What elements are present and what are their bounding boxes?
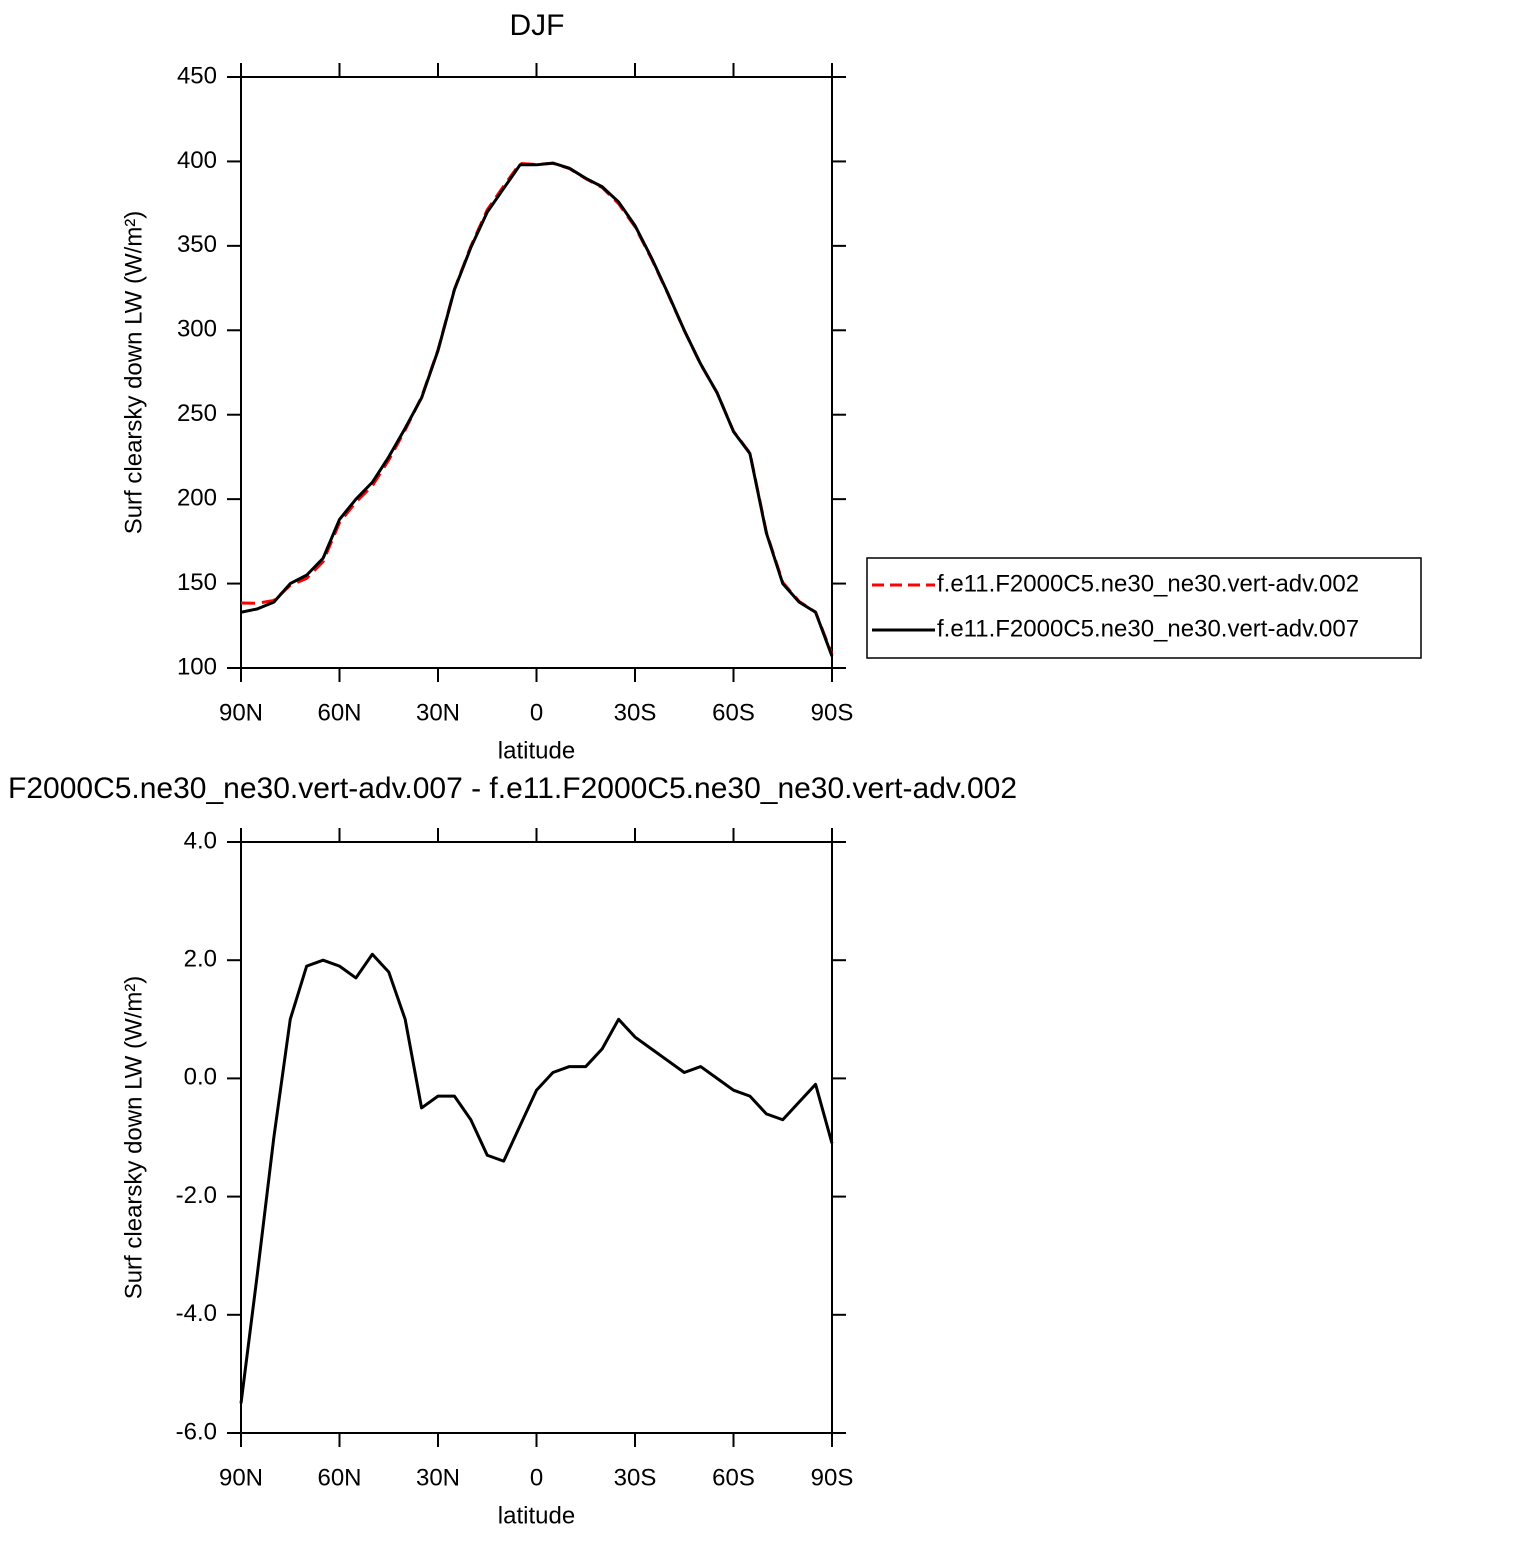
x-tick-label: 30S [614, 699, 657, 726]
x-tick-label: 90N [219, 699, 263, 726]
y-tick-label: -6.0 [176, 1418, 217, 1445]
chart-title: DJF [510, 9, 565, 42]
y-tick-label: 350 [177, 231, 217, 258]
x-tick-label: 30N [416, 1464, 460, 1491]
x-tick-label: 0 [530, 1464, 543, 1491]
x-tick-label: 90S [811, 699, 854, 726]
x-tick-label: 60N [317, 1464, 361, 1491]
chart-title: F2000C5.ne30_ne30.vert-adv.007 - f.e11.F… [8, 772, 1017, 805]
y-tick-label: 400 [177, 147, 217, 174]
legend-text: f.e11.F2000C5.ne30_ne30.vert-adv.007 [937, 615, 1359, 642]
y-tick-label: 450 [177, 62, 217, 89]
plot-frame [240, 76, 833, 669]
series-line [240, 161, 834, 655]
x-tick-label: 30S [614, 1464, 657, 1491]
y-axis-label: Surf clearsky down LW (W/m²) [120, 211, 147, 535]
y-tick-label: -4.0 [176, 1300, 217, 1327]
y-tick-label: 4.0 [184, 827, 217, 854]
y-tick-label: -2.0 [176, 1182, 217, 1209]
x-tick-label: 30N [416, 699, 460, 726]
x-tick-label: 60S [712, 699, 755, 726]
x-tick-label: 60N [317, 699, 361, 726]
y-tick-label: 200 [177, 484, 217, 511]
y-tick-label: 150 [177, 569, 217, 596]
x-axis-label: latitude [498, 1502, 575, 1529]
y-tick-label: 0.0 [184, 1064, 217, 1091]
x-axis-label: latitude [498, 737, 575, 764]
y-tick-label: 2.0 [184, 946, 217, 973]
x-tick-label: 90N [219, 1464, 263, 1491]
y-axis-label: Surf clearsky down LW (W/m²) [120, 976, 147, 1300]
y-tick-label: 100 [177, 653, 217, 680]
legend-box [866, 557, 1422, 659]
x-tick-label: 60S [712, 1464, 755, 1491]
x-tick-label: 0 [530, 699, 543, 726]
plot-frame [240, 841, 833, 1434]
x-tick-label: 90S [811, 1464, 854, 1491]
series-line [240, 161, 834, 657]
y-tick-label: 300 [177, 316, 217, 343]
series-line [239, 952, 834, 1404]
y-tick-label: 250 [177, 400, 217, 427]
legend-text: f.e11.F2000C5.ne30_ne30.vert-adv.002 [937, 570, 1359, 597]
